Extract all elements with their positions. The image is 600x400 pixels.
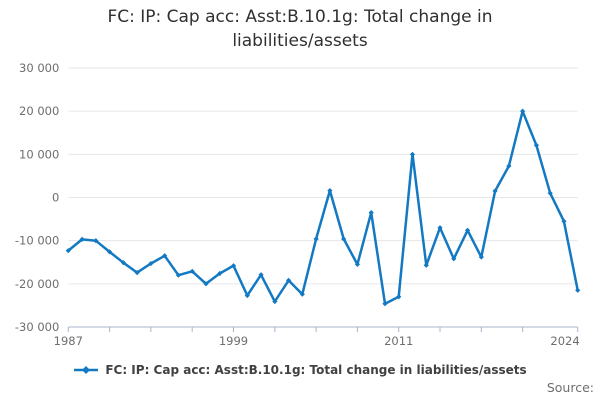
- y-axis-tick-label: -30 000: [15, 320, 59, 334]
- data-point-marker: [327, 187, 333, 194]
- data-point-marker: [120, 260, 126, 266]
- data-point-marker: [533, 142, 539, 148]
- data-point-marker: [189, 268, 195, 274]
- data-point-marker: [93, 238, 99, 244]
- data-point-marker: [272, 298, 278, 305]
- data-point-marker: [162, 253, 168, 259]
- source-note: Source:: [546, 380, 594, 395]
- data-point-marker: [423, 262, 429, 268]
- x-axis-tick-label: 2011: [384, 334, 413, 348]
- data-point-marker: [396, 294, 402, 300]
- data-point-marker: [258, 272, 264, 278]
- legend-label: FC: IP: Cap acc: Asst:B.10.1g: Total cha…: [105, 363, 527, 377]
- chart-title: FC: IP: Cap acc: Asst:B.10.1g: Total cha…: [107, 7, 493, 51]
- data-point-marker: [561, 218, 567, 224]
- data-series-line: [67, 109, 579, 305]
- data-point-marker: [368, 210, 374, 216]
- data-point-marker: [285, 277, 292, 283]
- data-point-marker: [313, 236, 319, 242]
- data-point-marker: [409, 151, 416, 157]
- y-axis-tick-label: 30 000: [19, 61, 59, 75]
- x-axis-tick-label: 2024: [550, 334, 579, 348]
- y-axis-tick-label: 20 000: [19, 104, 59, 118]
- data-point-marker: [464, 227, 471, 233]
- data-point-marker: [79, 236, 85, 242]
- title-area: FC: IP: Cap acc: Asst:B.10.1g: Total cha…: [0, 6, 600, 54]
- legend-line-marker-icon: [74, 366, 99, 374]
- y-axis-tick-label: -20 000: [15, 277, 59, 291]
- y-axis-tick-label: 0: [52, 191, 59, 205]
- y-axis-tick-label: -10 000: [15, 234, 59, 248]
- data-point-marker: [492, 188, 498, 194]
- data-point-marker: [244, 292, 250, 299]
- y-axis-tick-label: 10 000: [19, 147, 59, 161]
- data-point-marker: [354, 261, 361, 268]
- x-axis-tick-label: 1987: [54, 334, 83, 348]
- data-point-marker: [341, 236, 347, 242]
- data-point-marker: [451, 256, 457, 262]
- data-point-marker: [107, 249, 113, 255]
- data-point-marker: [175, 272, 182, 278]
- legend-item[interactable]: FC: IP: Cap acc: Asst:B.10.1g: Total cha…: [73, 363, 527, 377]
- data-point-marker: [65, 247, 71, 254]
- data-point-marker: [230, 263, 237, 269]
- data-point-marker: [437, 225, 443, 231]
- data-point-marker: [478, 254, 484, 260]
- data-point-marker: [134, 270, 140, 276]
- data-point-marker: [547, 190, 553, 196]
- data-point-marker: [520, 108, 526, 114]
- x-axis-tick-label: 1999: [219, 334, 248, 348]
- data-point-marker: [382, 301, 388, 307]
- chart-legend: FC: IP: Cap acc: Asst:B.10.1g: Total cha…: [0, 363, 600, 377]
- data-point-marker: [506, 163, 512, 169]
- data-point-marker: [299, 291, 305, 297]
- data-point-marker: [217, 270, 223, 277]
- data-point-marker: [575, 287, 581, 293]
- data-point-marker: [203, 281, 209, 287]
- data-point-marker: [148, 260, 154, 267]
